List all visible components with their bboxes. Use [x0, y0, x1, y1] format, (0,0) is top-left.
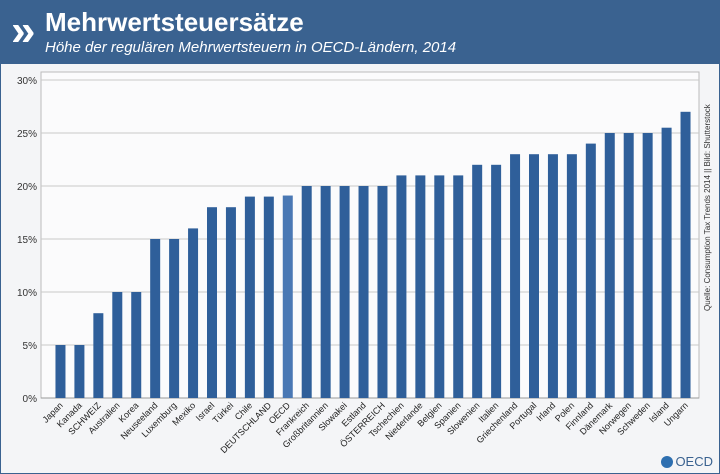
- chart-title: Mehrwertsteuersätze: [45, 7, 304, 37]
- x-tick-label: Türkei: [211, 400, 236, 425]
- bar-polen: [566, 154, 577, 398]
- y-tick-label: 5%: [23, 341, 38, 352]
- bar-korea: [131, 292, 142, 398]
- bar-italien: [491, 164, 502, 398]
- oecd-footer-logo: OECD: [661, 454, 713, 469]
- bar-island: [661, 127, 672, 398]
- bar-slowenien: [472, 164, 483, 398]
- header: » Mehrwertsteuersätze Höhe der regulären…: [1, 1, 719, 64]
- bar-türkei: [225, 207, 236, 398]
- oecd-logo-text: OECD: [675, 454, 713, 469]
- bar-israel: [207, 207, 217, 398]
- y-tick-label: 10%: [17, 288, 37, 299]
- bar-mexiko: [188, 228, 199, 398]
- bar-schweden: [642, 133, 653, 398]
- bar-spanien: [453, 175, 464, 398]
- bar-australien: [112, 292, 123, 398]
- bar-finnland: [585, 143, 596, 398]
- bar-japan: [55, 345, 66, 398]
- y-tick-label: 20%: [17, 182, 37, 193]
- bar-schweiz: [93, 313, 104, 398]
- x-tick-label: Irland: [534, 400, 557, 423]
- bar-portugal: [529, 154, 539, 398]
- bar-oecd: [282, 195, 293, 398]
- bar-tschechien: [396, 175, 407, 398]
- y-tick-label: 15%: [17, 235, 37, 246]
- bar-irland: [547, 154, 558, 398]
- bar-kanada: [74, 345, 85, 398]
- bar-großbritannien: [320, 186, 331, 398]
- globe-icon: [661, 456, 674, 468]
- bar-slowakei: [339, 186, 350, 398]
- bar-belgien: [434, 175, 445, 398]
- bar-deutschland: [263, 196, 274, 398]
- bar-luxemburg: [169, 239, 180, 398]
- y-tick-label: 0%: [23, 394, 38, 405]
- bar-niederlande: [415, 175, 426, 398]
- chart-subtitle: Höhe der regulären Mehrwertsteuern in OE…: [45, 39, 457, 56]
- bar-österreich: [377, 186, 388, 398]
- oecd-chevrons-icon: »: [11, 6, 36, 55]
- y-tick-label: 25%: [17, 129, 37, 140]
- bar-estland: [358, 186, 369, 398]
- bar-ungarn: [680, 111, 691, 399]
- bar-chile: [244, 196, 255, 398]
- bar-griechenland: [510, 154, 521, 398]
- bar-frankreich: [301, 186, 312, 398]
- y-tick-label: 30%: [17, 76, 37, 87]
- source-note: Quelle: Consumption Tax Trends 2014 || B…: [703, 104, 712, 311]
- bar-norwegen: [623, 133, 634, 398]
- bar-dänemark: [604, 133, 615, 398]
- bar-neuseeland: [150, 239, 161, 398]
